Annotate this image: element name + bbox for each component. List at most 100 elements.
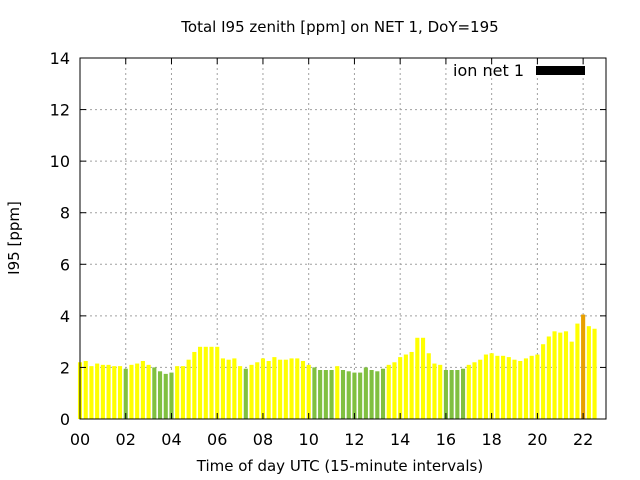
legend-label: ion net 1 — [453, 61, 524, 80]
x-tick-label: 22 — [573, 430, 593, 449]
y-tick-label: 8 — [60, 204, 70, 223]
bar — [83, 360, 88, 419]
bar — [135, 363, 140, 419]
bar — [409, 351, 414, 419]
y-tick-label: 0 — [60, 410, 70, 429]
bar — [592, 328, 597, 419]
bar — [335, 366, 340, 419]
bar — [495, 355, 500, 419]
bar — [552, 331, 557, 419]
y-tick-label: 14 — [50, 49, 70, 68]
x-tick-label: 18 — [481, 430, 501, 449]
bar — [346, 371, 351, 419]
x-tick-label: 14 — [390, 430, 410, 449]
bar — [415, 337, 420, 419]
y-tick-label: 4 — [60, 307, 70, 326]
y-tick-label: 6 — [60, 255, 70, 274]
bar — [198, 346, 203, 419]
bar — [226, 359, 231, 419]
bar — [329, 370, 334, 419]
bar — [215, 346, 220, 419]
bar — [272, 357, 277, 419]
bar — [169, 372, 174, 419]
bar — [106, 364, 111, 419]
bar — [512, 359, 517, 419]
bar — [546, 336, 551, 419]
bar — [295, 358, 300, 419]
bar — [352, 372, 357, 419]
y-tick-label: 10 — [50, 152, 70, 171]
bar — [220, 358, 225, 419]
bar — [123, 368, 128, 419]
bar — [541, 344, 546, 419]
bar — [255, 362, 260, 419]
bar — [569, 341, 574, 419]
bar — [535, 354, 540, 419]
bar — [478, 359, 483, 419]
bar — [129, 364, 134, 419]
x-tick-label: 02 — [116, 430, 136, 449]
bar — [152, 367, 157, 419]
bar — [283, 359, 288, 419]
bar — [209, 346, 214, 419]
data-bars — [77, 314, 597, 419]
bar — [518, 360, 523, 419]
bar — [180, 366, 185, 419]
plot-frame — [79, 57, 607, 420]
bar — [489, 353, 494, 419]
bar — [175, 366, 180, 419]
bar — [506, 357, 511, 419]
bar — [117, 366, 123, 419]
bar — [426, 353, 431, 419]
legend-swatch — [536, 66, 585, 75]
bar — [249, 364, 254, 419]
x-tick-label: 04 — [161, 430, 181, 449]
y-tick-label: 12 — [50, 101, 70, 120]
bar — [238, 366, 243, 419]
bar — [380, 368, 386, 419]
bar — [558, 332, 563, 419]
bar — [438, 364, 443, 419]
bar — [529, 355, 534, 419]
y-axis-label: I95 [ppm] — [5, 201, 23, 275]
bar — [278, 359, 283, 419]
x-tick-label: 20 — [527, 430, 547, 449]
x-axis-label: Time of day UTC (15-minute intervals) — [196, 457, 483, 475]
bar — [232, 358, 237, 419]
bar — [363, 367, 368, 419]
bar — [203, 346, 208, 419]
bar — [403, 354, 408, 419]
y-tick-label: 2 — [60, 358, 70, 377]
chart-title: Total I95 zenith [ppm] on NET 1, DoY=195 — [180, 18, 498, 36]
bar — [243, 368, 248, 419]
bar — [186, 359, 191, 419]
bar — [586, 326, 591, 419]
bar — [89, 366, 94, 419]
bar — [392, 362, 397, 419]
bar — [163, 373, 168, 419]
bar — [420, 337, 426, 419]
bar — [472, 362, 477, 419]
bar — [318, 370, 323, 419]
bar — [449, 370, 454, 419]
bar — [369, 370, 374, 419]
bar — [323, 370, 328, 419]
bar — [581, 314, 586, 419]
x-tick-label: 08 — [253, 430, 273, 449]
bar — [466, 364, 471, 419]
x-tick-label: 00 — [70, 430, 90, 449]
x-tick-label: 06 — [207, 430, 227, 449]
bar — [386, 364, 391, 419]
bar — [501, 355, 506, 419]
bar — [461, 368, 466, 419]
bar — [443, 370, 448, 419]
x-tick-label: 10 — [299, 430, 319, 449]
bar — [358, 372, 363, 419]
bar — [192, 351, 197, 419]
bar — [140, 360, 145, 419]
bar — [340, 370, 346, 419]
bar — [523, 358, 529, 419]
bar — [95, 363, 100, 419]
